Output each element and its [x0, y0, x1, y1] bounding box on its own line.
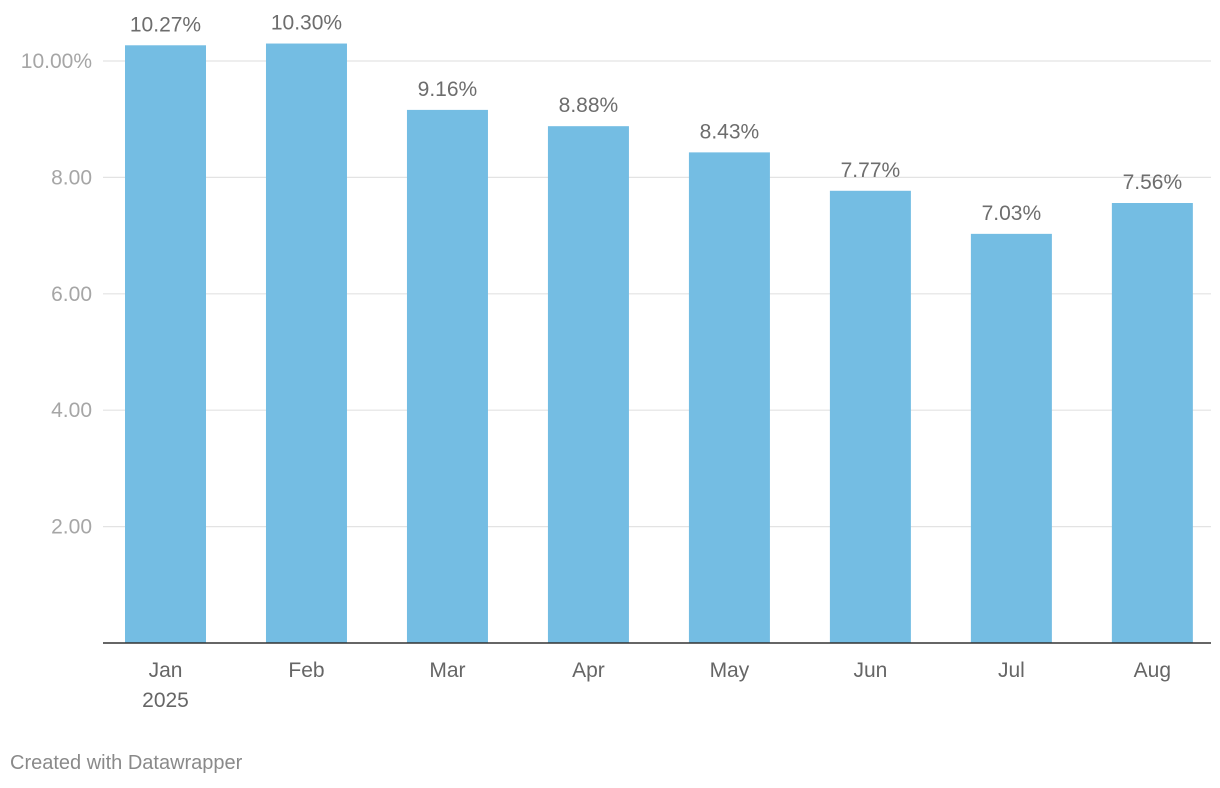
x-tick-label: Mar — [429, 659, 465, 682]
data-label: 8.43% — [700, 120, 760, 143]
bar — [406, 109, 488, 643]
data-label: 10.30% — [271, 12, 342, 35]
data-label: 10.27% — [130, 13, 201, 36]
data-label: 8.88% — [559, 94, 619, 117]
x-tick-label: Feb — [288, 659, 324, 682]
bar — [829, 190, 911, 643]
data-label: 7.03% — [982, 202, 1042, 225]
credit-text: Created with Datawrapper — [10, 752, 243, 774]
data-labels: 10.27% 10.30% 9.16% 8.88% 8.43% 7.77% 7.03% 7.5… — [130, 12, 1182, 225]
y-axis-ticks: 2.00 4.00 6.00 8.00 10.00% — [21, 50, 92, 539]
bar — [547, 126, 629, 643]
y-tick-label: 10.00% — [21, 50, 92, 73]
y-tick-label: 4.00 — [51, 399, 92, 422]
bar — [265, 43, 347, 644]
x-tick-label: Jun — [853, 659, 887, 682]
data-label: 7.77% — [841, 159, 901, 182]
x-tick-label: Jul — [998, 659, 1025, 682]
x-axis-ticks: Jan 2025 Feb Mar Apr May Jun Jul Aug — [142, 659, 1171, 712]
data-label: 9.16% — [418, 78, 478, 101]
bars — [125, 43, 1193, 644]
x-tick-label: Apr — [572, 659, 605, 682]
y-tick-label: 2.00 — [51, 516, 92, 539]
x-tick-label: Aug — [1134, 659, 1171, 682]
data-label: 7.56% — [1123, 171, 1183, 194]
x-tick-sublabel: 2025 — [142, 689, 189, 712]
bar — [1111, 203, 1193, 643]
x-tick-label: May — [710, 659, 750, 682]
y-tick-label: 6.00 — [51, 283, 92, 306]
y-tick-label: 8.00 — [51, 166, 92, 189]
x-tick-label: Jan — [149, 659, 183, 682]
bar — [970, 233, 1052, 643]
bar — [125, 45, 206, 643]
bar — [688, 152, 770, 643]
